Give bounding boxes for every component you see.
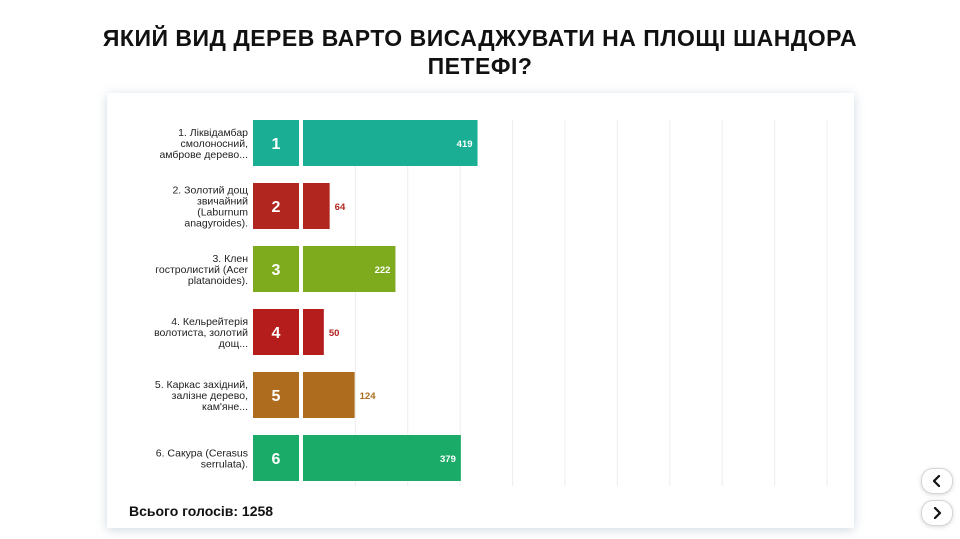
rank-number: 5	[272, 388, 281, 405]
category-label: 4. Кельрейтерія волотиста, золотий дощ...	[154, 316, 248, 350]
rank-number: 1	[272, 136, 281, 153]
category-label: 6. Сакура (Cerasus serrulata).	[156, 448, 248, 471]
bar	[303, 435, 461, 481]
bar	[303, 372, 355, 418]
rank-box	[253, 435, 299, 481]
chevron-left-icon	[932, 475, 941, 487]
rank-box	[253, 309, 299, 355]
bar	[303, 183, 330, 229]
data-label: 50	[329, 328, 340, 339]
rank-box	[253, 372, 299, 418]
bar	[303, 246, 396, 292]
rank-number: 6	[272, 451, 281, 468]
rank-number: 4	[272, 325, 281, 342]
category-label: 1. Ліквідамбар смолоносний, амброве дерево…	[159, 127, 248, 161]
bar-chart: 10%20%30%40%50%60%70%80%90%100%1. Ліквід…	[154, 120, 828, 486]
data-label: 64	[335, 202, 346, 213]
chevron-right-icon	[933, 507, 942, 519]
category-label: 5. Каркас західний, залізне дерево, кам'ян…	[155, 379, 248, 413]
category-label: 3. Клен гостролистий (Acer platanoides).	[155, 253, 248, 287]
data-label: 222	[375, 265, 391, 276]
bar	[303, 309, 324, 355]
data-label: 124	[360, 391, 377, 402]
chart-card: 10%20%30%40%50%60%70%80%90%100%1. Ліквід…	[107, 93, 854, 528]
rank-box	[253, 246, 299, 292]
rank-box	[253, 120, 299, 166]
bar	[303, 120, 478, 166]
total-votes: Всього голосів: 1258	[129, 503, 274, 519]
rank-box	[253, 183, 299, 229]
rank-number: 2	[272, 199, 281, 216]
page-title: ЯКИЙ ВИД ДЕРЕВ ВАРТО ВИСАДЖУВАТИ НА ПЛОЩ…	[102, 25, 858, 79]
next-button[interactable]	[921, 500, 953, 526]
data-label: 379	[440, 454, 456, 465]
data-label: 419	[457, 139, 473, 150]
category-label: 2. Золотий дощ звичайний (Laburnum anagyroi…	[172, 185, 248, 230]
prev-button[interactable]	[921, 468, 953, 494]
rank-number: 3	[272, 262, 281, 279]
